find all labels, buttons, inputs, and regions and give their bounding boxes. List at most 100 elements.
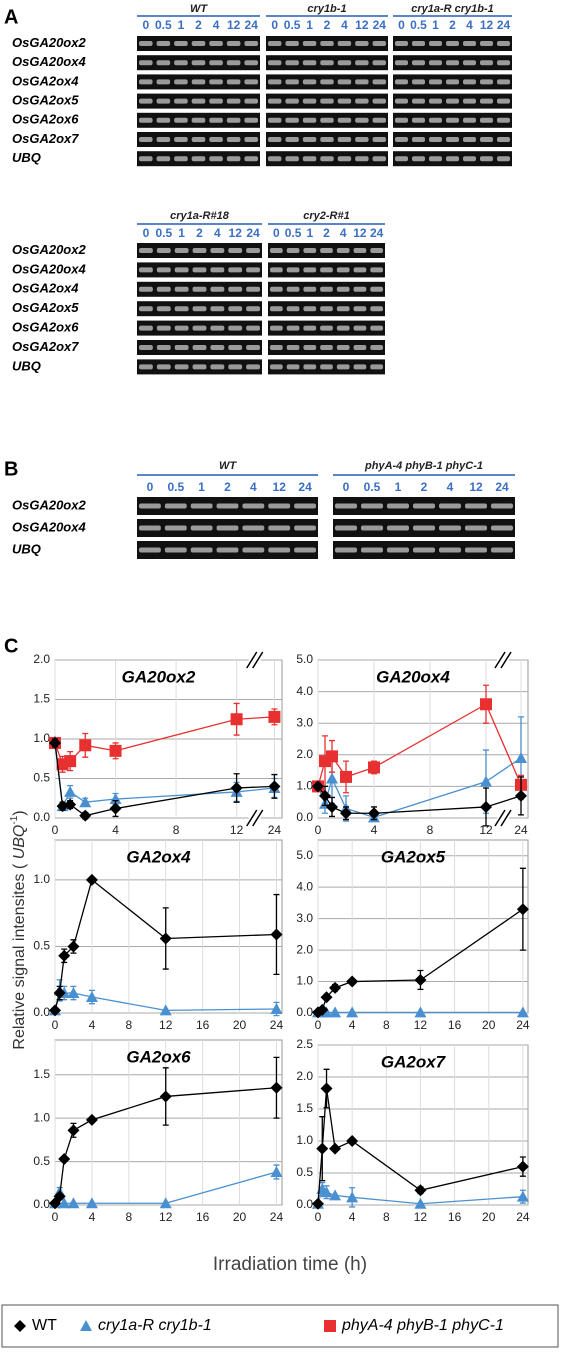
gel-band	[412, 98, 425, 104]
gel-band	[337, 79, 352, 85]
lane-label: 0	[273, 226, 280, 240]
gel-band	[497, 98, 510, 104]
x-tick-label: 20	[482, 1210, 496, 1224]
gel-band	[286, 364, 300, 370]
gel-band	[209, 79, 223, 85]
marker	[319, 789, 331, 802]
x-tick-label: 16	[196, 1210, 210, 1224]
x-tick-label: 16	[196, 1018, 210, 1032]
x-tick-label: 0	[315, 1018, 322, 1032]
gel-band	[480, 60, 493, 66]
axis-break-gap	[248, 810, 261, 826]
gel-band	[320, 137, 334, 142]
gel-band	[174, 156, 188, 162]
gel-band	[446, 98, 459, 104]
axis-break	[252, 809, 264, 827]
lane-label: 2	[421, 480, 428, 494]
lane-label: 0.5	[284, 18, 301, 32]
gel-band	[268, 137, 282, 142]
gene-label: UBQ	[12, 541, 41, 556]
gel-band	[191, 137, 206, 142]
gel-band	[395, 137, 408, 142]
gel-band	[174, 248, 189, 253]
gel-band	[355, 60, 369, 66]
gel-band	[228, 248, 243, 253]
marker	[14, 1320, 26, 1332]
x-tick-label: 0	[52, 1018, 59, 1032]
marker	[320, 1006, 333, 1018]
gel-band	[320, 248, 333, 253]
gel-band	[413, 525, 435, 531]
gel-band	[268, 525, 291, 531]
gel-band	[190, 503, 213, 509]
group-title: WT	[190, 3, 208, 15]
gel-band	[337, 117, 352, 123]
gel-band	[210, 267, 225, 273]
marker	[270, 1166, 283, 1177]
gel-band	[337, 98, 352, 104]
marker	[85, 991, 98, 1003]
gel-band	[285, 156, 299, 162]
gene-label: OsGA2ox4	[12, 281, 79, 296]
gel-band	[191, 41, 206, 46]
gene-label: OsGA20ox2	[12, 242, 86, 257]
gel-band	[192, 345, 207, 350]
gel-band	[337, 156, 352, 162]
gel-band	[285, 98, 299, 104]
gel-band	[302, 156, 317, 162]
y-label-part: UBQ	[11, 825, 28, 860]
gel-band	[320, 60, 334, 66]
gel-band	[174, 364, 189, 370]
gel-band	[268, 98, 282, 104]
gene-label: OsGA20ox4	[12, 519, 86, 534]
lane-label: 2	[224, 480, 231, 494]
gel-band	[226, 156, 241, 162]
chart-title: GA20ox2	[122, 667, 196, 686]
lane-label: 24	[246, 226, 260, 240]
gel-band	[320, 98, 334, 104]
x-tick-label: 4	[349, 1210, 356, 1224]
gel-band	[244, 41, 258, 46]
gel-band	[192, 248, 207, 253]
gel-band	[387, 503, 409, 509]
gel-band	[491, 525, 513, 531]
gel-band	[139, 525, 161, 531]
x-tick-label: 12	[414, 1210, 428, 1224]
gel-band	[355, 98, 369, 104]
gel-band	[191, 98, 206, 104]
marker	[312, 1197, 324, 1210]
gel-band	[226, 41, 241, 46]
gel-band	[395, 79, 408, 85]
lane-label: 2	[449, 18, 456, 32]
marker	[340, 770, 352, 783]
axis-break	[252, 651, 264, 669]
x-tick-label: 12	[159, 1018, 173, 1032]
marker	[159, 1004, 172, 1016]
y-tick-label: 0.5	[33, 771, 50, 785]
gel-band	[335, 525, 357, 531]
gel-band	[353, 267, 367, 273]
gel-band	[335, 547, 357, 553]
gel-band	[412, 117, 425, 123]
gel-band	[270, 306, 283, 312]
gel-band	[370, 286, 383, 292]
gel-band	[246, 267, 260, 273]
gel-band	[480, 137, 493, 142]
marker	[49, 736, 61, 749]
marker	[316, 1003, 329, 1016]
gel-band	[370, 345, 383, 350]
gel-band	[228, 306, 243, 312]
gel-band	[439, 525, 461, 531]
gel-band	[320, 41, 334, 46]
x-tick-label: 8	[125, 1210, 132, 1224]
lane-label: 0.5	[155, 18, 172, 32]
marker	[346, 1135, 359, 1147]
lane-label: 24	[370, 226, 384, 240]
gel-band	[226, 117, 241, 123]
gel-band	[335, 503, 357, 509]
gel-band	[497, 117, 510, 123]
gel-band	[480, 79, 493, 85]
group-title: cry1b-1	[307, 3, 346, 15]
x-tick-label: 16	[448, 1018, 462, 1032]
